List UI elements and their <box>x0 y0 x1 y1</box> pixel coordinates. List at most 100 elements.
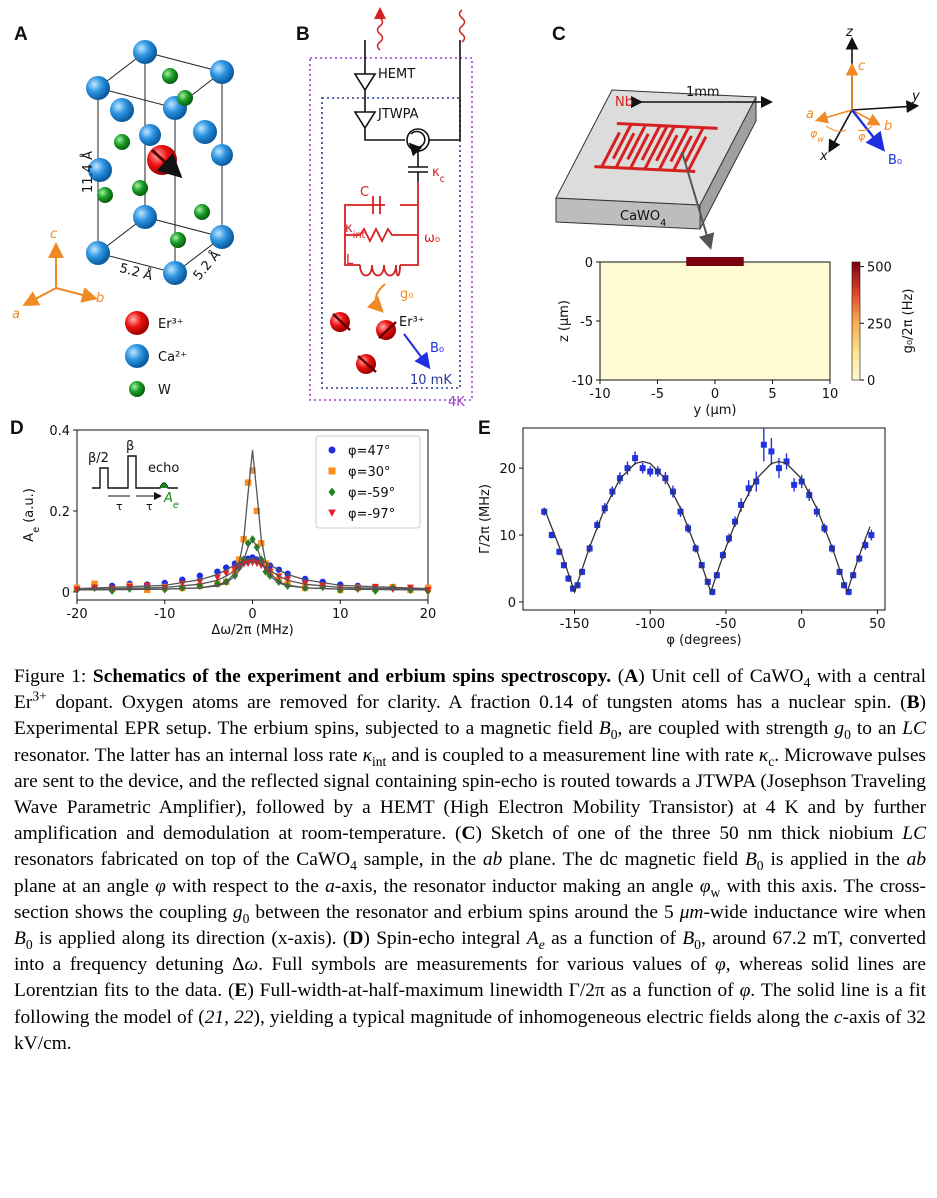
y-tick-label: 0 <box>508 596 516 611</box>
marker <box>647 468 654 475</box>
figure: A 11.4 Å 5.2 Å 5.2 Å c a b Er³⁺ Ca²⁺ W B <box>10 0 937 648</box>
caption-run: c <box>768 753 775 769</box>
marker <box>791 481 798 488</box>
component-label: HEMT <box>378 67 415 82</box>
caption-run: A <box>624 666 639 687</box>
legend-swatch <box>125 311 149 335</box>
caption-run: 4 <box>803 674 811 690</box>
caption-run: φ <box>155 875 166 897</box>
legend-label: Ca²⁺ <box>158 350 187 365</box>
caption-run: 0 <box>25 936 33 952</box>
x-tick-label: -20 <box>66 607 87 622</box>
lc-resonator <box>344 182 419 277</box>
marker <box>856 555 863 562</box>
caption-run: 3+ <box>32 688 47 704</box>
legend-label: φ=30° <box>348 465 391 480</box>
caption-run: μm <box>679 901 704 923</box>
caption-run: B <box>14 928 26 950</box>
caption-run: 0 <box>844 727 851 743</box>
caption-run: 0 <box>756 858 764 874</box>
marker <box>258 540 265 547</box>
legend-box <box>315 435 421 529</box>
x-tick-label: -150 <box>560 617 590 632</box>
y-tick-label: 0 <box>585 256 593 271</box>
colorbar-tick-label: 500 <box>867 261 892 276</box>
component-label: g₀ <box>400 287 413 302</box>
y-tick-label: -10 <box>572 374 593 389</box>
material-label: CaWO4 <box>620 209 666 229</box>
y-tick-label: 20 <box>499 462 516 477</box>
signal-in <box>458 9 466 43</box>
dimension-label: 11.4 Å <box>80 151 96 193</box>
marker <box>244 479 252 486</box>
caption-run: Figure 1: <box>14 666 93 687</box>
caption-run: ω <box>244 954 259 976</box>
inset-label: τ <box>116 500 123 513</box>
caption-run: 4 <box>350 858 357 874</box>
marker <box>556 548 563 555</box>
marker <box>836 568 843 575</box>
legend-label: Er³⁺ <box>158 317 184 332</box>
marker <box>639 465 646 472</box>
angle-label: φ <box>858 130 866 143</box>
marker <box>841 582 848 589</box>
crystal-axes <box>22 242 98 306</box>
caption-run: ) Unit cell of CaWO <box>638 666 804 687</box>
component-label: B₀ <box>430 341 444 356</box>
component-label: κc <box>432 165 445 185</box>
caption-run: LC <box>902 823 926 845</box>
axis-label: c <box>858 59 865 74</box>
marker <box>813 508 820 515</box>
text-sub: w <box>817 134 824 144</box>
text-sub: int <box>353 230 366 241</box>
y-tick-label: -5 <box>580 315 593 330</box>
text-base: κ <box>345 221 353 236</box>
caption-run: 0 <box>610 727 618 743</box>
caption-run: int <box>371 753 387 769</box>
caption-run: and is coupled to a measurement line wit… <box>386 744 759 766</box>
caption-run: φ <box>739 980 751 1002</box>
axis-label: a <box>12 307 20 322</box>
text-after: (a.u.) <box>22 488 37 527</box>
caption-run: . Full symbols are measurements for vari… <box>258 954 716 976</box>
x-tick-label: -10 <box>154 607 175 622</box>
field-map <box>600 262 830 380</box>
inset-label: Ae <box>163 491 179 511</box>
text-sub: c <box>440 174 445 185</box>
caption-run: ) Spin-echo integral <box>363 928 527 950</box>
marker <box>745 485 752 492</box>
caption-run: to an <box>850 718 903 740</box>
caption-run: κ <box>758 744 769 766</box>
component-label: Er³⁺ <box>399 315 425 330</box>
caption-run: B <box>744 849 757 871</box>
marker <box>632 455 639 462</box>
caption-run: B <box>906 692 920 714</box>
x-axis-label: φ (degrees) <box>666 633 741 648</box>
panel-label: D <box>10 418 24 439</box>
text-sub: 4 <box>660 218 666 229</box>
caption-run: with a central Er <box>14 666 927 714</box>
y-tick-label: 0.2 <box>49 505 70 520</box>
marker <box>760 441 767 448</box>
caption-run: D <box>349 928 364 950</box>
atoms <box>86 40 234 285</box>
field-arrow <box>403 333 431 370</box>
caption-run: , around 67.2 mT, converted into a frequ… <box>14 928 926 976</box>
marker <box>732 518 739 525</box>
plot-frame <box>522 427 886 611</box>
caption-run: as a function of <box>544 928 683 950</box>
caption-run: A <box>526 928 539 950</box>
x-axis-label: y (µm) <box>694 403 737 418</box>
x-tick-label: -50 <box>715 617 736 632</box>
marker <box>783 458 790 465</box>
caption-run: 0 <box>242 910 250 926</box>
marker <box>213 574 221 582</box>
caption-run: is applied in the <box>763 849 907 871</box>
inset-label: β <box>126 439 134 454</box>
inset-label: echo <box>148 461 179 476</box>
caption-run: is applied along its direction (x-axis).… <box>32 928 350 950</box>
dimension-label: 5.2 Å <box>190 247 224 283</box>
component-label: JTWPA <box>377 107 419 122</box>
panel-label: E <box>478 418 491 439</box>
